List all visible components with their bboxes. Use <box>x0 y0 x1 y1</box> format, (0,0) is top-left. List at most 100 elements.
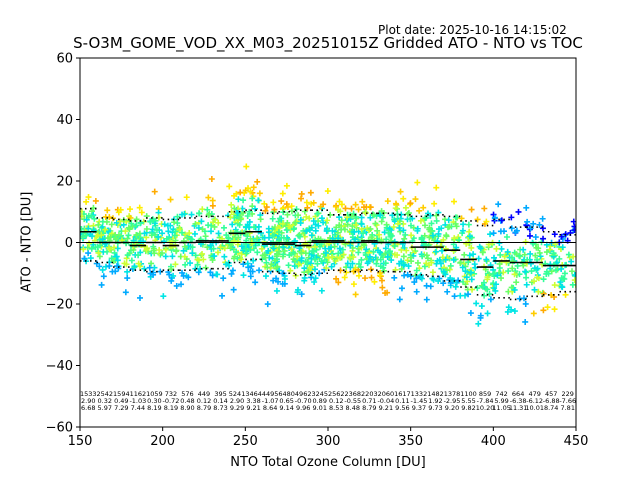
scatter-marker <box>172 261 179 268</box>
scatter-marker <box>243 224 250 231</box>
scatter-marker <box>292 237 299 244</box>
scatter-marker <box>509 265 516 272</box>
scatter-marker <box>131 263 138 270</box>
scatter-marker <box>254 178 261 185</box>
bin-mean-label: 0.30 <box>147 397 161 405</box>
scatter-marker <box>122 289 129 296</box>
scatter-marker <box>265 225 272 232</box>
scatter-marker <box>198 252 205 259</box>
scatter-marker <box>279 190 286 197</box>
scatter-marker <box>462 268 469 275</box>
scatter-marker <box>522 300 529 307</box>
bin-count-label: 2562 <box>328 390 345 398</box>
scatter-marker <box>297 216 304 223</box>
scatter-marker <box>143 225 150 232</box>
scatter-marker <box>290 226 297 233</box>
scatter-marker <box>367 225 374 232</box>
scatter-marker <box>278 234 285 241</box>
scatter-marker <box>246 218 253 225</box>
bin-count-label: 1162 <box>130 390 147 398</box>
scatter-marker <box>170 272 177 279</box>
scatter-marker <box>261 251 268 258</box>
scatter-marker <box>407 222 414 229</box>
scatter-marker <box>437 243 444 250</box>
scatter-marker <box>430 232 437 239</box>
scatter-marker <box>444 288 451 295</box>
scatter-marker <box>559 244 566 251</box>
x-axis-label: NTO Total Ozone Column [DU] <box>230 455 426 470</box>
scatter-marker <box>527 225 534 232</box>
bin-stdev-label: 10.20 <box>476 404 495 412</box>
scatter-marker <box>256 240 263 247</box>
scatter-marker <box>402 231 409 238</box>
scatter-marker <box>228 270 235 277</box>
scatter-marker <box>471 261 478 268</box>
scatter-marker <box>308 271 315 278</box>
bin-mean-label: 0.89 <box>312 397 326 405</box>
scatter-marker <box>428 259 435 266</box>
scatter-marker <box>521 251 528 258</box>
scatter-marker <box>244 260 251 267</box>
scatter-marker <box>167 196 174 203</box>
scatter-marker <box>323 249 330 256</box>
scatter-marker <box>294 289 301 296</box>
bin-mean-label: -0.55 <box>344 397 361 405</box>
scatter-marker <box>342 205 349 212</box>
scatter-marker <box>250 257 257 264</box>
bin-count-label: 2203 <box>361 390 378 398</box>
scatter-marker <box>180 272 187 279</box>
bin-count-label: 479 <box>528 390 540 398</box>
scatter-marker <box>514 262 521 269</box>
scatter-marker <box>336 245 343 252</box>
scatter-marker <box>398 258 405 265</box>
bin-stdev-label: 11.31 <box>509 404 528 412</box>
bin-stdev-label: 7.29 <box>114 404 128 412</box>
bin-count-label: 229 <box>562 390 574 398</box>
bin-count-label: 1378 <box>444 390 461 398</box>
scatter-marker <box>159 250 166 257</box>
scatter-marker <box>191 230 198 237</box>
bin-stdev-label: 8.48 <box>346 404 360 412</box>
x-tick-label: 400 <box>481 434 506 449</box>
scatter-marker <box>244 212 251 219</box>
scatter-marker <box>106 262 113 269</box>
scatter-marker <box>202 264 209 271</box>
scatter-marker <box>247 235 254 242</box>
scatter-marker <box>508 214 515 221</box>
scatter-marker <box>310 199 317 206</box>
bin-mean-label: 2.90 <box>230 397 244 405</box>
bin-mean-label: -2.95 <box>444 397 461 405</box>
bin-mean-label: -0.04 <box>377 397 394 405</box>
scatter-marker <box>387 231 394 238</box>
scatter-marker <box>104 207 111 214</box>
scatter-marker <box>136 204 143 211</box>
scatter-marker <box>196 210 203 217</box>
scatter-marker <box>295 261 302 268</box>
y-tick-label: 40 <box>56 113 73 128</box>
scatter-marker <box>503 233 510 240</box>
scatter-marker <box>217 244 224 251</box>
bin-count-label: 2368 <box>345 390 362 398</box>
scatter-marker <box>252 279 259 286</box>
scatter-marker <box>113 235 120 242</box>
scatter-marker <box>311 266 318 273</box>
scatter-marker <box>447 275 454 282</box>
scatter-marker <box>384 253 391 260</box>
scatter-marker <box>534 265 541 272</box>
scatter-marker <box>413 288 420 295</box>
scatter-marker <box>314 260 321 267</box>
scatter-marker <box>168 266 175 273</box>
scatter-marker <box>335 279 342 286</box>
scatter-marker <box>161 221 168 228</box>
scatter-marker <box>481 205 488 212</box>
scatter-marker <box>302 258 309 265</box>
scatter-marker <box>283 227 290 234</box>
scatter-marker <box>553 267 560 274</box>
bin-count-label: 664 <box>512 390 524 398</box>
bin-count-label: 2542 <box>97 390 114 398</box>
scatter-marker <box>256 190 263 197</box>
bin-mean-label: -6.88 <box>543 397 560 405</box>
scatter-marker <box>205 211 212 218</box>
scatter-marker <box>233 190 240 197</box>
scatter-marker <box>379 284 386 291</box>
